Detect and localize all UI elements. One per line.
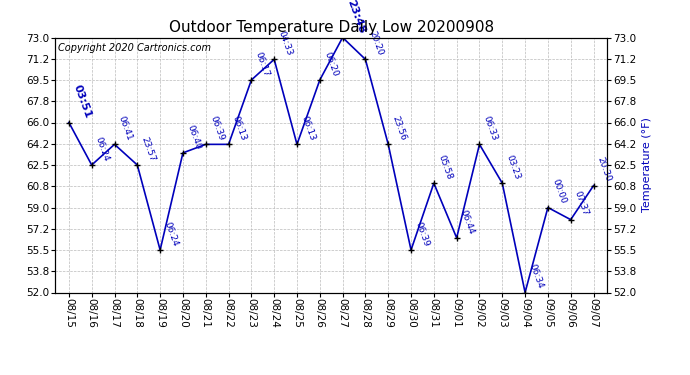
Text: 06:24: 06:24 [162, 220, 179, 248]
Text: 23:48: 23:48 [345, 0, 366, 35]
Text: 06:33: 06:33 [482, 114, 499, 142]
Text: 06:41: 06:41 [117, 115, 134, 142]
Text: 06:13: 06:13 [231, 114, 248, 142]
Text: 06:40: 06:40 [185, 123, 202, 150]
Text: 07:37: 07:37 [573, 190, 590, 217]
Text: 06:24: 06:24 [94, 135, 111, 163]
Text: 05:58: 05:58 [436, 153, 453, 181]
Text: 03:23: 03:23 [504, 153, 522, 181]
Title: Outdoor Temperature Daily Low 20200908: Outdoor Temperature Daily Low 20200908 [168, 20, 494, 35]
Text: 06:39: 06:39 [208, 114, 226, 142]
Text: 03:51: 03:51 [71, 84, 92, 120]
Text: 06:17: 06:17 [254, 50, 271, 78]
Y-axis label: Temperature (°F): Temperature (°F) [642, 118, 651, 212]
Text: 06:13: 06:13 [299, 114, 317, 142]
Text: Copyright 2020 Cartronics.com: Copyright 2020 Cartronics.com [58, 43, 211, 52]
Text: 00:00: 00:00 [550, 178, 567, 205]
Text: 04:33: 04:33 [277, 30, 294, 57]
Text: 06:20: 06:20 [322, 50, 339, 78]
Text: 06:34: 06:34 [527, 263, 544, 290]
Text: 06:44: 06:44 [459, 208, 476, 236]
Text: 23:56: 23:56 [391, 115, 408, 142]
Text: 23:57: 23:57 [139, 135, 157, 163]
Text: 20:20: 20:20 [368, 30, 385, 57]
Text: 06:39: 06:39 [413, 220, 431, 248]
Text: 20:30: 20:30 [595, 156, 613, 183]
